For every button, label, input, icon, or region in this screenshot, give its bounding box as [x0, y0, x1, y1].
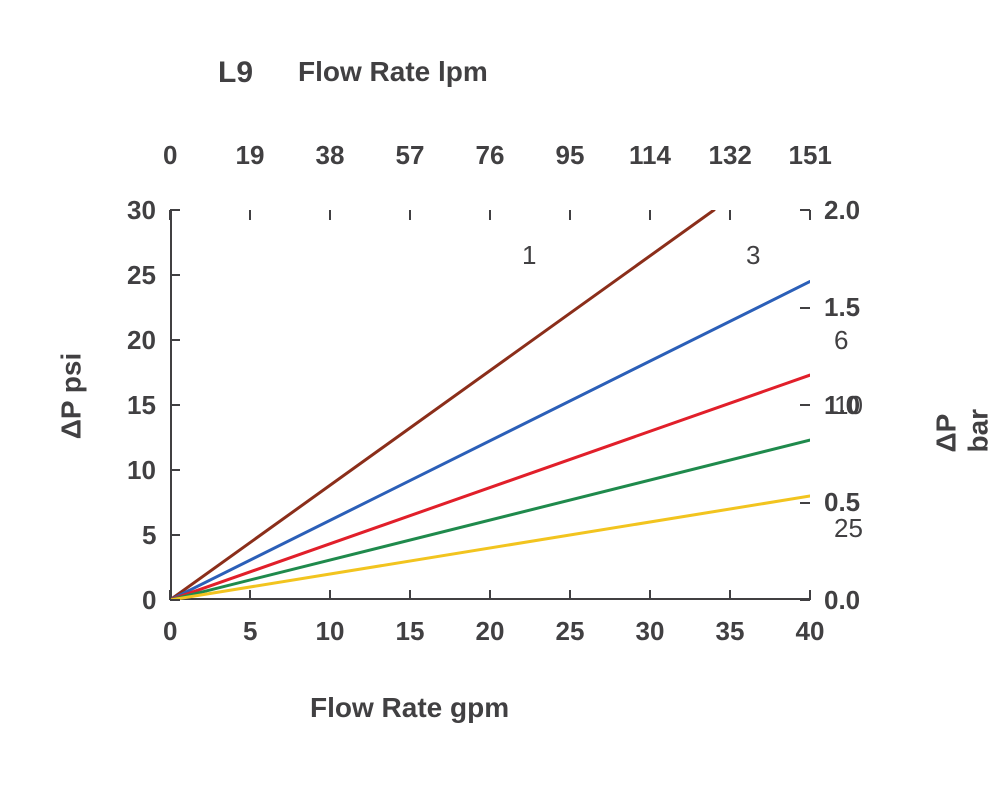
top-tick: [409, 210, 411, 220]
bottom-tick: [489, 590, 491, 600]
top-tick-label: 19: [236, 140, 265, 171]
bottom-tick-label: 35: [716, 616, 745, 647]
left-tick: [170, 469, 180, 471]
right-tick: [800, 599, 810, 601]
bottom-tick-label: 0: [163, 616, 177, 647]
bottom-tick-label: 25: [556, 616, 585, 647]
bottom-tick: [329, 590, 331, 600]
series-label-1: 1: [522, 240, 536, 271]
left-tick: [170, 404, 180, 406]
top-tick: [249, 210, 251, 220]
top-tick: [329, 210, 331, 220]
bottom-tick: [649, 590, 651, 600]
left-tick-label: 30: [127, 195, 156, 226]
bottom-tick-label: 15: [396, 616, 425, 647]
top-tick-label: 114: [629, 140, 671, 171]
series-line-10: [170, 440, 810, 600]
left-tick: [170, 534, 180, 536]
top-tick: [169, 210, 171, 220]
bottom-tick-label: 10: [316, 616, 345, 647]
top-tick-label: 151: [789, 140, 832, 171]
left-tick-label: 25: [127, 260, 156, 291]
top-tick: [649, 210, 651, 220]
left-tick-label: 10: [127, 455, 156, 486]
left-tick: [170, 274, 180, 276]
bottom-tick: [409, 590, 411, 600]
top-tick: [489, 210, 491, 220]
right-tick: [800, 209, 810, 211]
left-tick-label: 15: [127, 390, 156, 421]
top-tick-label: 38: [316, 140, 345, 171]
series-label-10: 10: [834, 390, 863, 421]
right-tick-label: 2.0: [824, 195, 860, 226]
series-label-25: 25: [834, 513, 863, 544]
bottom-tick-label: 40: [796, 616, 825, 647]
left-tick: [170, 599, 180, 601]
bottom-tick: [569, 590, 571, 600]
series-line-3: [170, 282, 810, 601]
left-tick-label: 5: [142, 520, 156, 551]
series-line-6: [170, 375, 810, 600]
chart-container: L9 Flow Rate lpm Flow Rate gpm ΔP psi ΔP…: [0, 0, 1003, 786]
top-tick-label: 132: [709, 140, 752, 171]
top-tick: [809, 210, 811, 220]
top-tick-label: 76: [476, 140, 505, 171]
right-tick: [800, 307, 810, 309]
top-tick-label: 0: [163, 140, 177, 171]
left-tick: [170, 209, 180, 211]
bottom-tick-label: 20: [476, 616, 505, 647]
bottom-tick-label: 30: [636, 616, 665, 647]
bottom-tick: [249, 590, 251, 600]
series-label-6: 6: [834, 325, 848, 356]
right-tick-label: 0.0: [824, 585, 860, 616]
series-line-25: [170, 496, 810, 600]
bottom-tick: [729, 590, 731, 600]
right-tick-label: 1.5: [824, 292, 860, 323]
top-tick-label: 95: [556, 140, 585, 171]
top-tick-label: 57: [396, 140, 425, 171]
right-tick: [800, 404, 810, 406]
right-tick: [800, 502, 810, 504]
left-tick: [170, 339, 180, 341]
series-label-3: 3: [746, 240, 760, 271]
left-tick-label: 20: [127, 325, 156, 356]
top-tick: [569, 210, 571, 220]
series-line-1: [170, 210, 714, 600]
top-tick: [729, 210, 731, 220]
left-tick-label: 0: [142, 585, 156, 616]
bottom-tick-label: 5: [243, 616, 257, 647]
